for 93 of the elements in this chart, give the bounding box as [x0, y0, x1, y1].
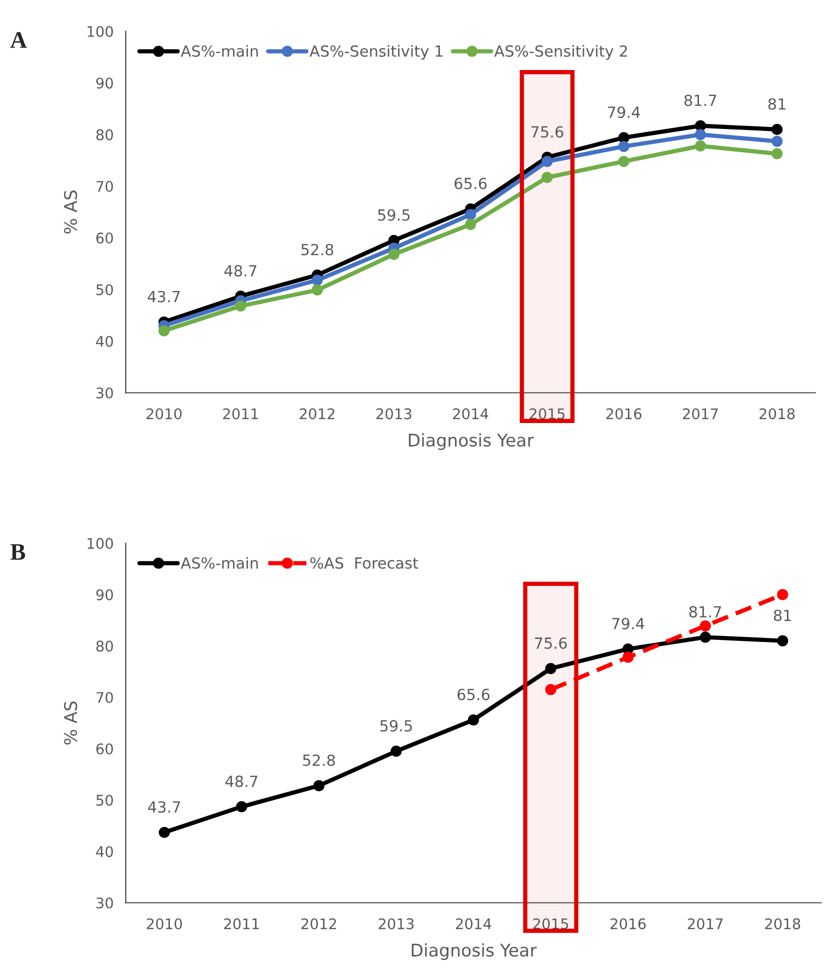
- point: [618, 156, 630, 167]
- y-tick-label: 30: [96, 387, 113, 398]
- point: [388, 248, 400, 260]
- point: [694, 140, 706, 152]
- x-tick-label: 2015: [530, 408, 564, 420]
- legend-label: AS%-Sensitivity 1: [310, 45, 442, 60]
- data-label: 75.6: [534, 637, 567, 649]
- chart-title: A: [10, 32, 27, 48]
- y-tick-label: 60: [96, 743, 113, 754]
- point: [772, 136, 783, 147]
- point: [390, 746, 402, 757]
- point: [694, 120, 706, 132]
- data-label: 48.7: [224, 265, 256, 277]
- data-label: 81.7: [689, 606, 722, 618]
- y-tick-label: 100: [88, 538, 113, 549]
- point: [700, 620, 711, 632]
- data-label: 43.7: [148, 290, 180, 302]
- data-label: 43.7: [148, 801, 180, 813]
- x-tick-label: 2018: [765, 918, 800, 930]
- point: [618, 140, 630, 152]
- x-tick-label: 2010: [146, 408, 182, 420]
- data-label: 81.7: [684, 94, 716, 106]
- y-tick-label: 50: [96, 794, 113, 806]
- data-label: 59.5: [378, 209, 410, 221]
- x-tick-label: 2013: [378, 918, 414, 930]
- x-axis-title: Diagnosis Year: [408, 433, 534, 450]
- x-tick-label: 2016: [606, 408, 642, 420]
- chart-title: B: [10, 544, 26, 560]
- x-tick-label: 2011: [224, 918, 259, 930]
- data-label: 48.7: [225, 776, 258, 788]
- point: [545, 684, 556, 696]
- data-label: 52.8: [303, 754, 335, 766]
- point: [158, 325, 170, 336]
- y-tick-label: 100: [88, 26, 113, 38]
- x-tick-label: 2018: [760, 408, 795, 420]
- y-tick-label: 40: [96, 846, 113, 858]
- legend-label: AS%-main: [180, 556, 258, 569]
- y-tick-label: 50: [96, 284, 113, 296]
- legend-label: AS%-Sensitivity 2: [494, 45, 627, 60]
- point: [464, 209, 476, 220]
- data-label: 52.8: [301, 244, 334, 256]
- x-tick-label: 2016: [610, 918, 646, 930]
- data-label: 81: [768, 98, 786, 110]
- data-label: 59.5: [380, 720, 412, 732]
- y-axis-title: % AS: [64, 190, 78, 234]
- point: [772, 148, 783, 160]
- y-tick-label: 90: [96, 589, 113, 600]
- data-label: 75.6: [531, 126, 564, 138]
- x-tick-label: 2014: [456, 918, 492, 930]
- x-tick-label: 2010: [146, 918, 182, 930]
- y-tick-label: 80: [96, 129, 113, 140]
- x-tick-label: 2015: [533, 918, 568, 930]
- point: [158, 826, 170, 838]
- point: [772, 124, 783, 135]
- y-tick-label: 60: [96, 232, 113, 244]
- y-axis-title: % AS: [64, 701, 78, 744]
- x-tick-label: 2017: [688, 918, 723, 930]
- y-tick-label: 90: [96, 78, 113, 89]
- legend-label: AS%-main: [180, 45, 258, 57]
- point: [542, 172, 553, 183]
- y-tick-label: 80: [96, 640, 113, 652]
- point: [694, 128, 706, 140]
- point: [545, 662, 556, 674]
- y-tick-label: 40: [96, 336, 113, 347]
- x-tick-label: 2013: [376, 408, 412, 420]
- data-label: 79.4: [608, 106, 640, 118]
- data-label: 81: [774, 610, 791, 622]
- point: [700, 632, 711, 643]
- y-tick-label: 30: [96, 897, 113, 908]
- x-tick-label: 2014: [453, 408, 488, 420]
- point: [618, 132, 630, 144]
- point: [464, 218, 476, 230]
- data-label: 65.6: [454, 178, 487, 190]
- point: [312, 284, 323, 296]
- legend-label: %AS Forecast: [310, 557, 418, 569]
- point: [312, 274, 323, 286]
- y-tick-label: 70: [96, 180, 113, 192]
- point: [542, 156, 553, 167]
- data-label: 79.4: [612, 618, 644, 630]
- point: [236, 801, 248, 812]
- point: [313, 780, 324, 792]
- data-label: 65.6: [458, 688, 490, 700]
- x-tick-label: 2012: [301, 918, 336, 930]
- x-tick-label: 2012: [300, 408, 334, 420]
- y-tick-label: 70: [96, 692, 113, 704]
- point: [468, 714, 480, 726]
- x-axis-title: Diagnosis Year: [412, 943, 537, 960]
- x-tick-label: 2017: [682, 408, 718, 420]
- point: [235, 300, 246, 312]
- point: [622, 652, 634, 663]
- point: [777, 635, 788, 646]
- x-tick-label: 2011: [223, 408, 258, 420]
- point: [777, 589, 788, 600]
